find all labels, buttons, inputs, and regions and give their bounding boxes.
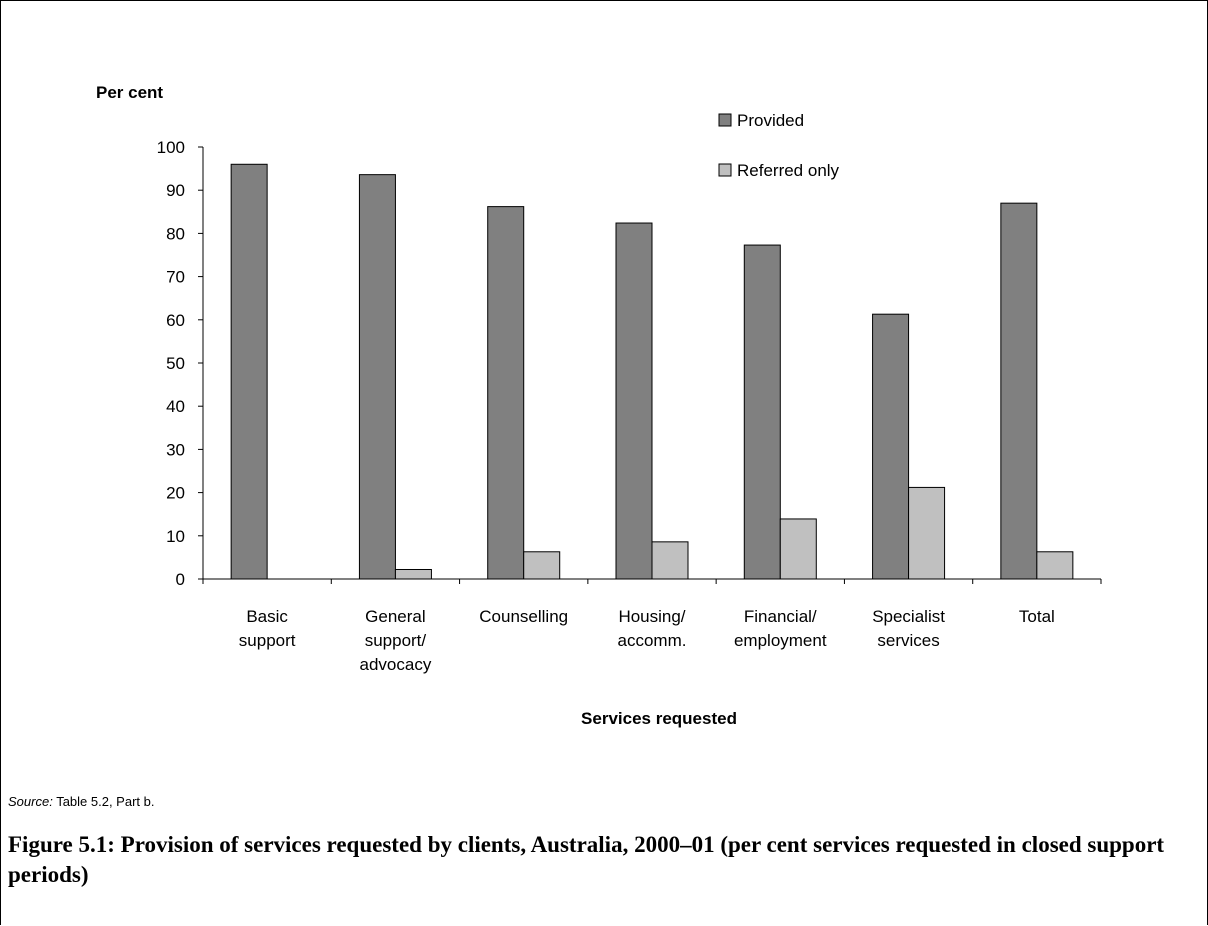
y-axis-title: Per cent <box>96 83 163 102</box>
x-tick-label: General support/advocacy <box>360 607 432 674</box>
source-label: Source: <box>8 794 53 809</box>
y-tick-label: 40 <box>166 397 185 416</box>
y-tick-label: 80 <box>166 224 185 243</box>
y-tick-label: 0 <box>176 570 185 589</box>
y-tick-label: 30 <box>166 440 185 459</box>
x-tick-label: Basic support <box>239 607 296 650</box>
legend-label: Provided <box>737 111 804 130</box>
x-tick-label: Total <box>1019 607 1055 626</box>
bar-provided <box>230 163 268 580</box>
x-axis-title: Services requested <box>581 709 737 728</box>
y-tick-label: 70 <box>166 268 185 287</box>
y-tick-label: 10 <box>166 527 185 546</box>
x-tick-label: Counselling <box>479 607 568 626</box>
legend-swatch <box>718 163 732 177</box>
x-tick-label: Financial/employment <box>734 607 827 650</box>
bar-referred-only <box>523 551 561 580</box>
legend-swatch <box>718 113 732 127</box>
figure-caption: Figure 5.1: Provision of services reques… <box>8 832 1165 887</box>
bar-provided <box>743 244 781 580</box>
y-tick-label: 100 <box>157 138 185 157</box>
bar-referred-only <box>1036 551 1074 580</box>
y-tick-label: 60 <box>166 311 185 330</box>
legend: Provided Referred only <box>718 111 840 180</box>
bar-provided <box>872 313 910 580</box>
y-tick-label: 50 <box>166 354 185 373</box>
bar-chart: Per cent Services requested 0 10 20 30 40 50 6… <box>96 83 1102 728</box>
legend-label: Referred only <box>737 161 840 180</box>
bar-provided <box>358 174 396 580</box>
y-tick-label: 90 <box>166 181 185 200</box>
bars <box>230 163 1074 580</box>
bar-referred-only <box>908 486 946 580</box>
bar-provided <box>1000 202 1038 580</box>
bar-provided <box>487 206 525 580</box>
x-tick-label: Specialist services <box>872 607 945 650</box>
axes: 0 10 20 30 40 50 60 70 80 90 100 <box>157 138 1102 589</box>
bar-referred-only <box>651 541 689 580</box>
x-tick-label: Housing/accomm. <box>618 607 687 650</box>
bar-provided <box>615 222 653 580</box>
bar-referred-only <box>779 518 817 580</box>
source-text: Table 5.2, Part b. <box>52 794 155 809</box>
bar-referred-only <box>394 568 432 580</box>
x-tick-labels: Basic support General support/advocacy Couns… <box>239 607 1055 674</box>
y-tick-label: 20 <box>166 484 185 503</box>
source-note: Source: Table 5.2, Part b. <box>8 794 154 809</box>
